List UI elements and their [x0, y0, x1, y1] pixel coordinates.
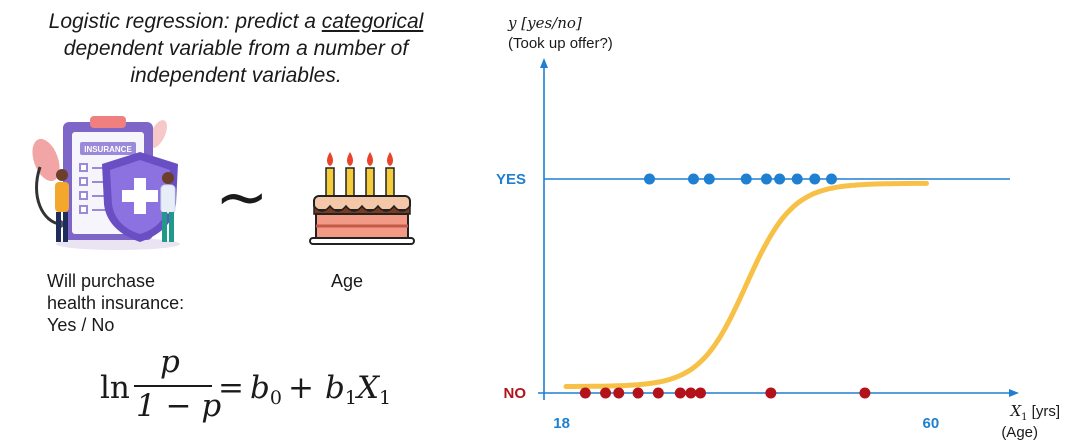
x-tick-label-18: 18 — [553, 415, 570, 432]
title-line3: independent variables. — [130, 64, 342, 87]
formula-b1x1: b1X1 — [325, 370, 392, 409]
yes-data-point — [703, 173, 715, 185]
y-tick-label-no: NO — [504, 385, 527, 402]
no-data-point — [859, 387, 871, 399]
x-axis-arrow-icon — [1009, 389, 1019, 397]
no-data-point — [685, 387, 697, 399]
person-right-icon — [160, 172, 176, 242]
checklist-icon — [79, 163, 128, 214]
no-data-point — [613, 387, 625, 399]
yes-data-point — [791, 173, 803, 185]
candle-flames-icon — [327, 152, 393, 166]
yes-data-point — [809, 173, 821, 185]
formula-numerator: p — [160, 344, 180, 380]
insurance-shadow — [56, 238, 180, 250]
sigmoid-curve — [563, 180, 929, 389]
no-data-point — [652, 387, 664, 399]
y-tick-label-yes: YES — [496, 171, 526, 188]
no-data-point — [765, 387, 777, 399]
cake-icing — [313, 203, 411, 215]
no-data-point — [579, 387, 591, 399]
yes-data-point — [687, 173, 699, 185]
yes-data-point — [740, 173, 752, 185]
x-axis-label-line1: X1 [yrs] — [1009, 402, 1060, 423]
tilde-symbol: ~ — [215, 161, 269, 235]
insurance-badge — [80, 142, 136, 155]
cake-icon — [309, 152, 415, 245]
no-data-point — [695, 387, 707, 399]
no-data-point — [674, 387, 686, 399]
insurance-label-line1: Will purchase — [47, 271, 156, 291]
clipboard-clip — [90, 116, 126, 128]
title-line2: dependent variable from a number of — [63, 37, 409, 60]
y-axis-arrow-icon — [540, 58, 548, 68]
formula-fraction-bar — [134, 385, 212, 387]
formula-b0: b0 — [250, 370, 282, 409]
title-line1-underlined: categorical — [321, 10, 424, 33]
y-axis-label-line2: (Took up offer?) — [508, 35, 613, 52]
y-axis-label-line1: y [yes/no] — [507, 14, 582, 32]
no-data-point — [632, 387, 644, 399]
age-label: Age — [331, 271, 364, 291]
formula-equals: = — [218, 370, 244, 406]
slide-title: Logistic regression: predict a categoric… — [8, 8, 464, 89]
no-data-point — [600, 387, 612, 399]
formula-ln: ln — [100, 370, 130, 406]
data-points — [579, 173, 871, 399]
insurance-illustration: INSURANCE — [32, 116, 180, 250]
yes-data-point — [644, 173, 656, 185]
insurance-label: Will purchase health insurance: Yes / No — [47, 270, 184, 336]
formula-denominator: 1 − p — [136, 388, 222, 424]
yes-data-point — [760, 173, 772, 185]
chart-tick-labels: YES NO 18 60 — [496, 171, 939, 432]
logistic-chart: y [yes/no] (Took up offer?) YES NO 18 60 X1… — [496, 14, 1060, 441]
x-tick-label-60: 60 — [923, 415, 940, 432]
yes-data-point — [774, 173, 786, 185]
x-axis-label-line2: (Age) — [1001, 424, 1038, 441]
shield-icon — [102, 152, 178, 242]
formula-plus: + — [288, 370, 314, 406]
yes-data-point — [826, 173, 838, 185]
chart-axes — [538, 58, 1019, 400]
insurance-label-line3: Yes / No — [47, 315, 115, 335]
title-line1-pre: Logistic regression: predict a — [48, 10, 322, 33]
insurance-label-line2: health insurance: — [47, 293, 185, 313]
logit-formula: ln p 1 − p = b0 + b1X1 — [100, 344, 440, 430]
candles-icon — [325, 167, 395, 197]
insurance-badge-text: INSURANCE — [84, 145, 132, 154]
cake-plate — [309, 237, 415, 245]
person-left-icon — [55, 169, 69, 242]
stethoscope-icon — [35, 166, 61, 226]
